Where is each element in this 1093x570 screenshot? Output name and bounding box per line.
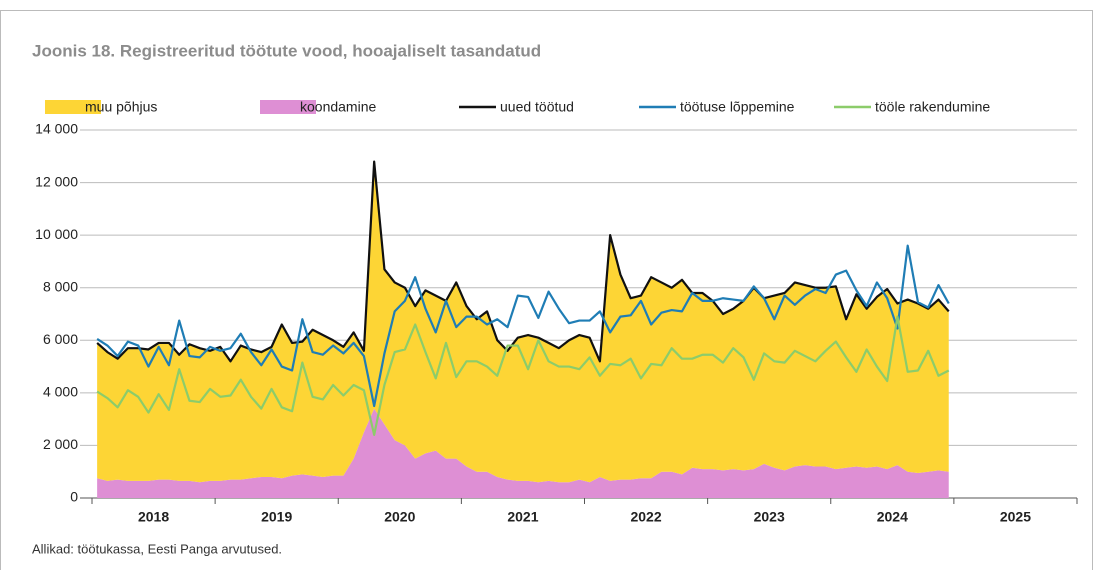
legend-label: uued töötud [500,99,574,115]
legend-item: uued töötud [459,99,574,115]
legend-item: muu põhjus [45,99,157,115]
y-tick-label: 12 000 [35,173,78,189]
stacked-area [97,161,949,483]
x-tick-label: 2020 [384,509,415,525]
line [96,244,950,408]
chart-title: Joonis 18. Registreeritud töötute vood, … [32,41,541,60]
y-tick-label: 4 000 [43,384,78,400]
source-note: Allikad: töötukassa, Eesti Panga arvutus… [32,541,282,556]
legend-item: töötuse lõppemine [639,99,795,115]
legend-label: muu põhjus [85,99,157,115]
x-tick-label: 2018 [138,509,169,525]
y-tick-label: 14 000 [35,121,78,137]
stacked-area [97,408,949,498]
legend-item: tööle rakendumine [834,99,990,115]
x-tick-label: 2022 [630,509,661,525]
y-tick-label: 10 000 [35,226,78,242]
x-tick-label: 2024 [877,509,908,525]
legend-swatch [45,100,101,114]
legend-swatch [260,100,316,114]
line [96,315,950,437]
x-tick-label: 2019 [261,509,292,525]
y-tick-label: 2 000 [43,436,78,452]
x-tick-label: 2023 [754,509,785,525]
plot-area [96,160,950,498]
legend-label: koondamine [300,99,376,115]
y-tick-label: 8 000 [43,278,78,294]
x-tick-label: 2025 [1000,509,1031,525]
y-tick-label: 6 000 [43,331,78,347]
legend-item: koondamine [260,99,376,115]
x-tick-label: 2021 [507,509,538,525]
legend-label: tööle rakendumine [875,99,990,115]
line [96,160,950,363]
legend-label: töötuse lõppemine [680,99,795,115]
y-tick-label: 0 [70,489,78,505]
